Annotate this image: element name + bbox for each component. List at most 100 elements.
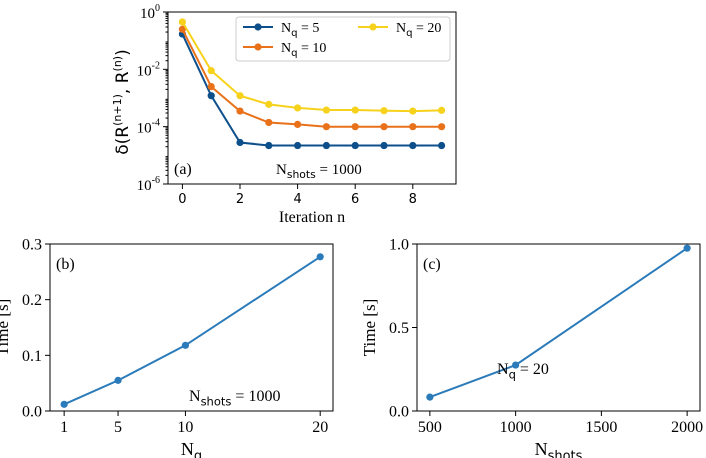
y-tick-exp: 0 <box>155 3 160 14</box>
y-tick-label: 10-4 <box>137 118 160 137</box>
legend-label-rest: = 5 <box>298 21 320 36</box>
series-line-nq20 <box>181 21 442 113</box>
y-tick-base: 10 <box>137 121 152 137</box>
data-point <box>265 118 273 127</box>
x-tick-label: 20 <box>312 419 328 436</box>
x-tick-label: 10 <box>177 419 193 436</box>
y-tick-label: 0.1 <box>22 348 42 365</box>
series-line <box>429 247 688 399</box>
x-axis-label-sub: q <box>194 449 202 458</box>
data-point <box>438 141 446 150</box>
x-tick-label: 8 <box>409 192 417 207</box>
annotation-sub: shots <box>201 394 232 408</box>
axes-frame <box>167 11 457 185</box>
y-label-end: ) <box>113 49 133 56</box>
y-tick-exp: -4 <box>152 118 160 129</box>
y-tick-label: 0.3 <box>22 237 42 254</box>
y-tick-exp: -2 <box>152 60 160 71</box>
panel-c: 500 1000 1500 2000 0.0 0.5 1.0 Nshots Time [s] (c… <box>360 237 703 458</box>
legend-swatch-marker <box>254 43 262 51</box>
data-point <box>236 107 244 115</box>
data-point <box>438 106 446 114</box>
y-tick-base: 10 <box>137 63 152 79</box>
data-point <box>351 141 359 150</box>
data-point <box>181 341 190 349</box>
y-axis-label: Time [s] <box>0 299 12 356</box>
data-point <box>265 100 273 108</box>
x-axis-label-base: N <box>181 439 194 458</box>
data-point <box>380 123 388 131</box>
legend-label-sub: q <box>291 28 297 39</box>
data-point <box>236 92 244 100</box>
x-tick-label: 2000 <box>671 419 703 436</box>
x-tick-label: 1 <box>60 419 68 436</box>
data-point <box>409 123 417 131</box>
x-tick-label: 4 <box>293 192 301 207</box>
y-tick-label: 0.0 <box>22 404 42 421</box>
data-point <box>114 376 122 384</box>
y-tick-label: 0.5 <box>389 320 409 337</box>
x-axis-label: Nshots <box>535 439 583 458</box>
annotation-base: N <box>497 361 509 378</box>
annotation-a: Nshots = 1000 <box>276 162 362 181</box>
x-axis-label-base: N <box>535 439 548 458</box>
y-label-main: δ(R <box>113 126 133 155</box>
y-tick-label: 0.2 <box>22 292 42 309</box>
legend-label-sub: q <box>406 28 412 39</box>
x-axis-label-sub: shots <box>548 449 583 458</box>
y-tick-label: 10-2 <box>137 60 160 79</box>
series-line <box>63 255 321 406</box>
data-point <box>207 67 215 75</box>
data-point <box>236 138 244 147</box>
x-tick-label: 1000 <box>500 419 532 436</box>
data-point <box>322 141 330 150</box>
x-tick-label: 1500 <box>585 419 617 436</box>
data-point <box>438 123 446 131</box>
legend-label-base: N <box>281 41 291 56</box>
legend-swatch-marker <box>369 23 377 31</box>
data-point <box>316 253 324 261</box>
data-point <box>380 141 388 150</box>
data-point <box>683 244 691 252</box>
legend: Nq = 5 Nq = 10 Nq = 20 <box>235 16 451 62</box>
x-tick-label: 500 <box>418 419 442 436</box>
annotation-rest: = 1000 <box>231 388 280 405</box>
y-tick-label: 0.0 <box>389 404 409 421</box>
y-axis-label: δ(R(n+1), R(n)) <box>111 49 133 154</box>
panel-label: (b) <box>56 256 75 273</box>
data-point <box>409 107 417 115</box>
data-point <box>294 120 302 128</box>
data-point <box>351 106 359 114</box>
legend-label-rest: = 10 <box>298 41 327 56</box>
y-label-sup2: (n) <box>111 56 124 72</box>
y-tick-label: 1.0 <box>389 237 409 254</box>
x-tick-label: 2 <box>236 192 244 207</box>
annotation-rest: = 20 <box>516 361 549 378</box>
legend-label-base: N <box>281 21 291 36</box>
series-line-nq5 <box>181 33 442 147</box>
series-line-nq10 <box>181 28 442 128</box>
y-label-mid: , R <box>113 71 133 94</box>
data-point <box>207 82 215 91</box>
panel-label-a: (a) <box>174 161 192 178</box>
y-label-sup1: (n+1) <box>111 94 124 126</box>
data-point <box>409 141 417 150</box>
data-point <box>178 18 186 26</box>
annotation-sub: q <box>509 367 516 381</box>
annotation-a-sub: shots <box>287 168 316 181</box>
annotation: Nshots = 1000 <box>189 388 280 408</box>
legend-swatch-marker <box>254 23 262 31</box>
annotation: Nq = 20 <box>497 361 549 381</box>
annotation-base: N <box>189 388 201 405</box>
legend-label-sub: q <box>291 48 297 59</box>
legend-label: Nq = 20 <box>396 21 441 39</box>
x-tick-label: 6 <box>351 192 359 207</box>
x-axis-label: Iteration n <box>279 209 345 226</box>
y-tick-base: 10 <box>140 6 155 22</box>
legend-label-rest: = 20 <box>413 21 442 36</box>
annotation-a-rest: = 1000 <box>316 162 362 178</box>
data-point <box>512 361 520 369</box>
x-tick-label: 0 <box>178 192 186 207</box>
